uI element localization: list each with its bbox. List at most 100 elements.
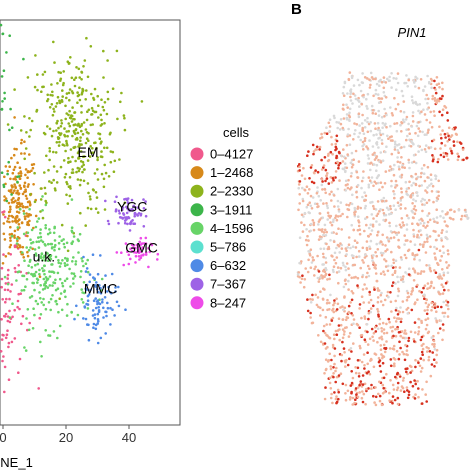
point	[73, 111, 76, 114]
point	[110, 272, 114, 276]
point	[72, 117, 75, 121]
point	[421, 203, 424, 206]
point	[303, 211, 307, 215]
point	[357, 135, 360, 139]
point	[440, 283, 444, 287]
point	[346, 246, 350, 249]
point	[431, 305, 434, 309]
point	[13, 147, 16, 151]
point	[335, 308, 339, 311]
point	[66, 263, 69, 267]
point	[296, 273, 300, 276]
point	[3, 175, 6, 179]
point	[369, 239, 373, 243]
point	[430, 86, 433, 90]
point	[64, 295, 67, 299]
point	[92, 189, 95, 192]
point	[429, 77, 433, 81]
point	[423, 179, 427, 183]
point	[411, 99, 414, 102]
point	[25, 215, 29, 218]
point	[448, 138, 451, 141]
point	[380, 353, 383, 356]
point	[380, 403, 384, 407]
point	[50, 270, 53, 274]
point	[423, 293, 426, 297]
point	[76, 313, 80, 317]
point	[44, 307, 48, 311]
point	[66, 143, 69, 147]
point	[386, 290, 390, 294]
point	[4, 336, 8, 340]
point	[103, 101, 107, 104]
point	[322, 287, 325, 291]
point	[91, 147, 94, 150]
point	[375, 155, 379, 158]
series-0-4127	[0, 210, 41, 394]
point	[348, 134, 352, 137]
point	[409, 194, 413, 197]
point	[348, 331, 352, 335]
point	[370, 213, 374, 216]
point	[445, 303, 448, 307]
point	[350, 350, 353, 353]
point	[63, 245, 66, 249]
point	[378, 84, 381, 87]
point	[403, 234, 407, 237]
point	[428, 184, 431, 187]
point	[86, 303, 90, 306]
point	[55, 141, 59, 144]
point	[392, 190, 395, 193]
point	[351, 396, 355, 400]
point	[80, 165, 84, 168]
point	[394, 334, 398, 338]
point	[2, 213, 5, 216]
point	[349, 90, 353, 94]
point	[370, 176, 374, 179]
point	[37, 246, 41, 249]
point	[109, 150, 113, 153]
point	[79, 150, 83, 153]
point	[17, 270, 21, 273]
point	[72, 277, 75, 280]
point	[411, 253, 415, 256]
point	[379, 300, 383, 303]
point	[379, 240, 383, 243]
point	[306, 309, 310, 313]
point	[402, 376, 406, 380]
cluster-label: EM	[78, 144, 99, 160]
point	[302, 166, 305, 170]
point	[429, 284, 433, 288]
point	[35, 108, 39, 112]
point	[407, 393, 411, 397]
point	[441, 245, 445, 248]
point	[424, 150, 428, 154]
point	[311, 298, 314, 301]
point	[121, 208, 124, 212]
point	[349, 246, 352, 250]
point	[387, 295, 390, 299]
point	[388, 221, 391, 225]
point	[329, 239, 332, 242]
point	[33, 288, 36, 292]
point	[370, 327, 374, 331]
cluster-label: MMC	[84, 280, 117, 296]
point	[68, 88, 72, 91]
point	[404, 336, 408, 340]
point	[369, 307, 373, 310]
point	[109, 291, 112, 294]
point	[38, 272, 41, 276]
point	[420, 291, 424, 294]
point	[445, 224, 448, 227]
point	[112, 170, 116, 173]
point	[49, 242, 52, 246]
point	[311, 143, 315, 147]
point	[325, 230, 329, 234]
point	[39, 340, 42, 344]
point	[96, 287, 99, 291]
point	[4, 282, 8, 285]
point	[336, 126, 340, 130]
point	[412, 160, 416, 164]
point	[59, 79, 62, 82]
point	[38, 291, 41, 294]
